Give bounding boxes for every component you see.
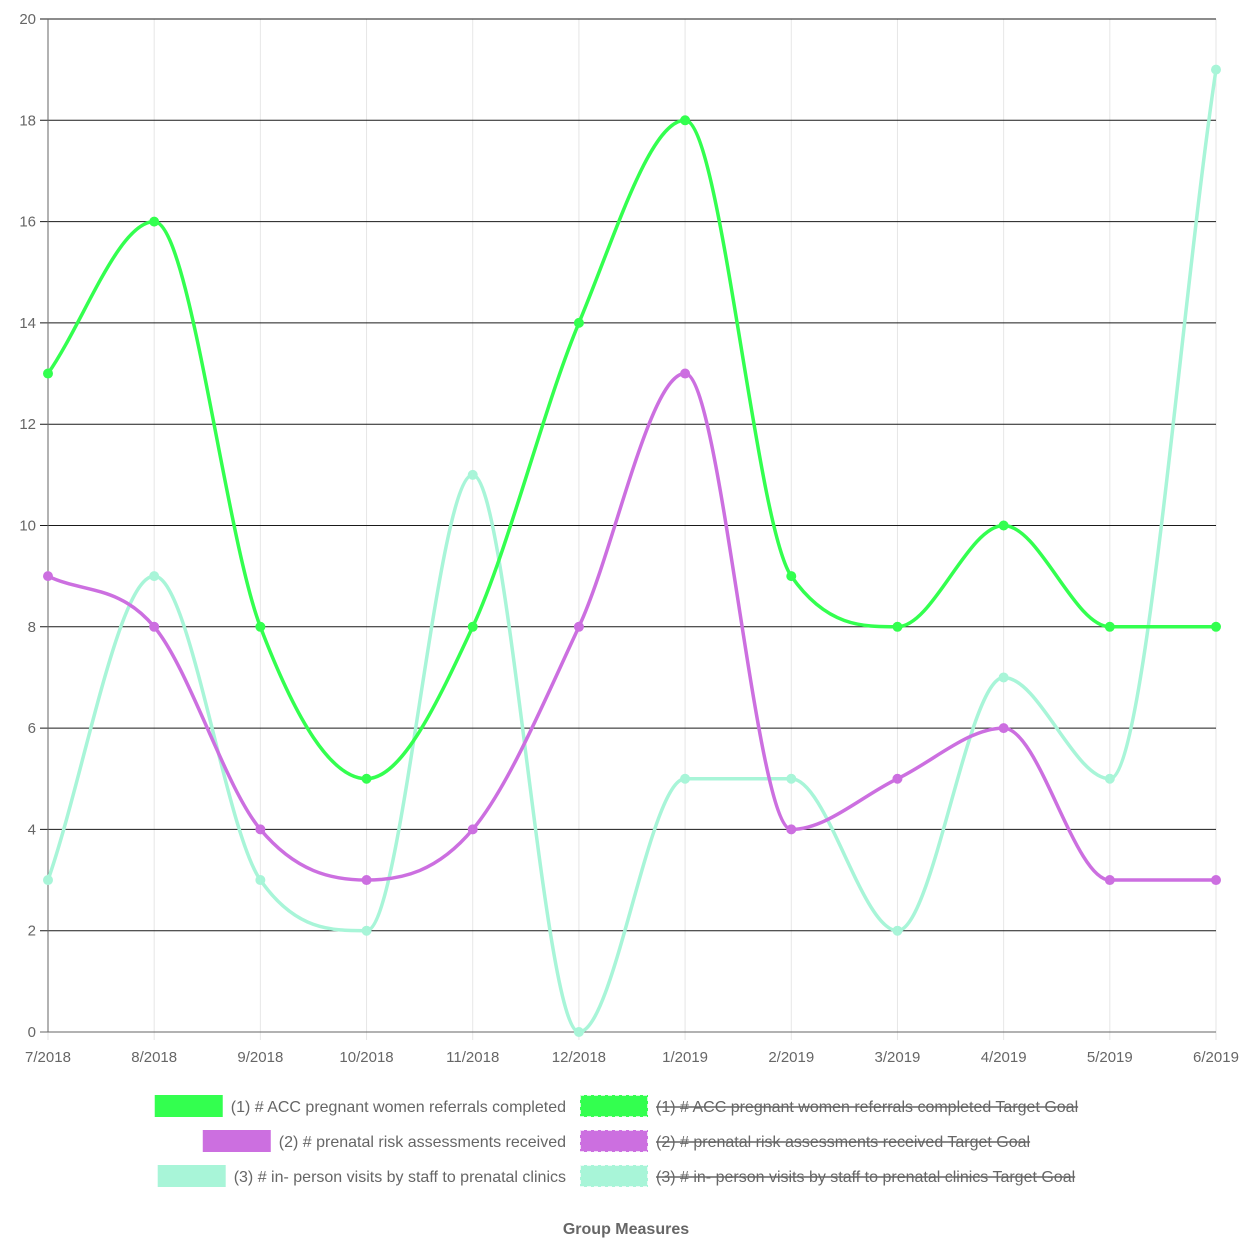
data-point-series-1[interactable] [255, 621, 266, 632]
data-point-series-1[interactable] [892, 621, 903, 632]
data-point-series-3[interactable] [255, 875, 266, 886]
data-point-series-3[interactable] [43, 875, 53, 886]
legend-item[interactable]: (2) # prenatal risk assessments received… [579, 1129, 1031, 1153]
data-point-series-2[interactable] [1211, 875, 1221, 886]
chart-title: Group Measures [563, 1221, 689, 1238]
x-tick-label: 2/2019 [768, 1049, 814, 1066]
legend-swatch [202, 1130, 271, 1152]
legend-item[interactable]: (3) # in- person visits by staff to pren… [579, 1164, 1076, 1188]
data-point-series-1[interactable] [998, 520, 1009, 531]
legend-swatch [154, 1095, 223, 1117]
legend: (1) # ACC pregnant women referrals compl… [154, 1094, 1079, 1188]
y-tick-label: 4 [28, 821, 36, 838]
y-tick-label: 20 [19, 11, 36, 28]
data-point-series-3[interactable] [892, 925, 903, 936]
y-tick-label: 0 [28, 1024, 36, 1041]
data-point-series-3[interactable] [1104, 773, 1115, 784]
data-point-series-3[interactable] [786, 773, 797, 784]
data-point-series-3[interactable] [998, 672, 1009, 683]
y-tick-label: 6 [28, 720, 36, 737]
grid-lines [40, 18, 1217, 1040]
legend-item[interactable]: (1) # ACC pregnant women referrals compl… [579, 1094, 1079, 1118]
x-tick-label: 3/2019 [875, 1049, 921, 1066]
legend-swatch [157, 1165, 226, 1187]
data-point-series-2[interactable] [573, 621, 584, 632]
y-tick-label: 16 [19, 214, 36, 231]
data-point-series-1[interactable] [573, 317, 584, 328]
x-tick-label: 12/2018 [552, 1049, 606, 1066]
x-tick-label: 10/2018 [339, 1049, 393, 1066]
data-point-series-2[interactable] [43, 571, 53, 582]
y-tick-label: 10 [19, 518, 36, 535]
x-tick-label: 9/2018 [237, 1049, 283, 1066]
x-tick-label: 6/2019 [1193, 1049, 1239, 1066]
y-tick-label: 2 [28, 923, 36, 940]
series-line-3 [46, 67, 1218, 1034]
data-point-series-2[interactable] [892, 773, 903, 784]
y-tick-label: 8 [28, 619, 36, 636]
data-point-series-2[interactable] [786, 824, 797, 835]
x-tick-label: 7/2018 [25, 1049, 71, 1066]
data-point-series-3[interactable] [680, 773, 691, 784]
series-line-1 [46, 118, 1218, 781]
data-point-series-1[interactable] [149, 216, 160, 227]
legend-swatch-dashed [579, 1094, 649, 1118]
data-point-series-1[interactable] [786, 571, 797, 582]
x-tick-label: 5/2019 [1087, 1049, 1133, 1066]
data-point-series-3[interactable] [361, 925, 372, 936]
data-point-series-1[interactable] [1211, 621, 1221, 632]
legend-label: (2) # prenatal risk assessments received [279, 1134, 566, 1151]
data-point-series-1[interactable] [43, 368, 53, 379]
data-point-series-3[interactable] [149, 571, 160, 582]
legend-item[interactable]: (1) # ACC pregnant women referrals compl… [154, 1095, 566, 1117]
y-tick-label: 18 [19, 112, 36, 129]
axes: 0 2 4 6 8 10 12 14 16 18 20 7/2018 8/2018 9/2018 10/20… [19, 11, 1239, 1066]
legend-swatch-dashed [579, 1164, 649, 1188]
data-point-series-3[interactable] [467, 469, 478, 480]
data-point-series-3[interactable] [573, 1027, 584, 1037]
data-point-series-2[interactable] [680, 368, 691, 379]
data-point-series-2[interactable] [255, 824, 266, 835]
data-point-series-2[interactable] [1104, 875, 1115, 886]
data-point-series-1[interactable] [361, 773, 372, 784]
data-point-series-1[interactable] [467, 621, 478, 632]
data-point-series-2[interactable] [467, 824, 478, 835]
data-point-series-1[interactable] [680, 115, 691, 126]
data-point-series-2[interactable] [361, 875, 372, 886]
legend-swatch-dashed [579, 1129, 649, 1153]
data-point-series-1[interactable] [1104, 621, 1115, 632]
data-point-series-2[interactable] [149, 621, 160, 632]
legend-item[interactable]: (2) # prenatal risk assessments received [202, 1130, 566, 1152]
legend-label: (3) # in- person visits by staff to pren… [234, 1169, 566, 1186]
x-tick-label: 11/2018 [446, 1049, 499, 1066]
y-tick-label: 12 [19, 416, 36, 433]
data-points [43, 64, 1221, 1037]
x-tick-label: 1/2019 [662, 1049, 708, 1066]
x-tick-label: 4/2019 [981, 1049, 1027, 1066]
legend-label: (1) # ACC pregnant women referrals compl… [231, 1099, 566, 1116]
data-point-series-2[interactable] [998, 723, 1009, 734]
data-point-series-3[interactable] [1211, 64, 1221, 75]
x-tick-label: 8/2018 [131, 1049, 177, 1066]
y-tick-label: 14 [19, 315, 36, 332]
series-lines [46, 67, 1218, 1034]
legend-item[interactable]: (3) # in- person visits by staff to pren… [157, 1165, 566, 1187]
